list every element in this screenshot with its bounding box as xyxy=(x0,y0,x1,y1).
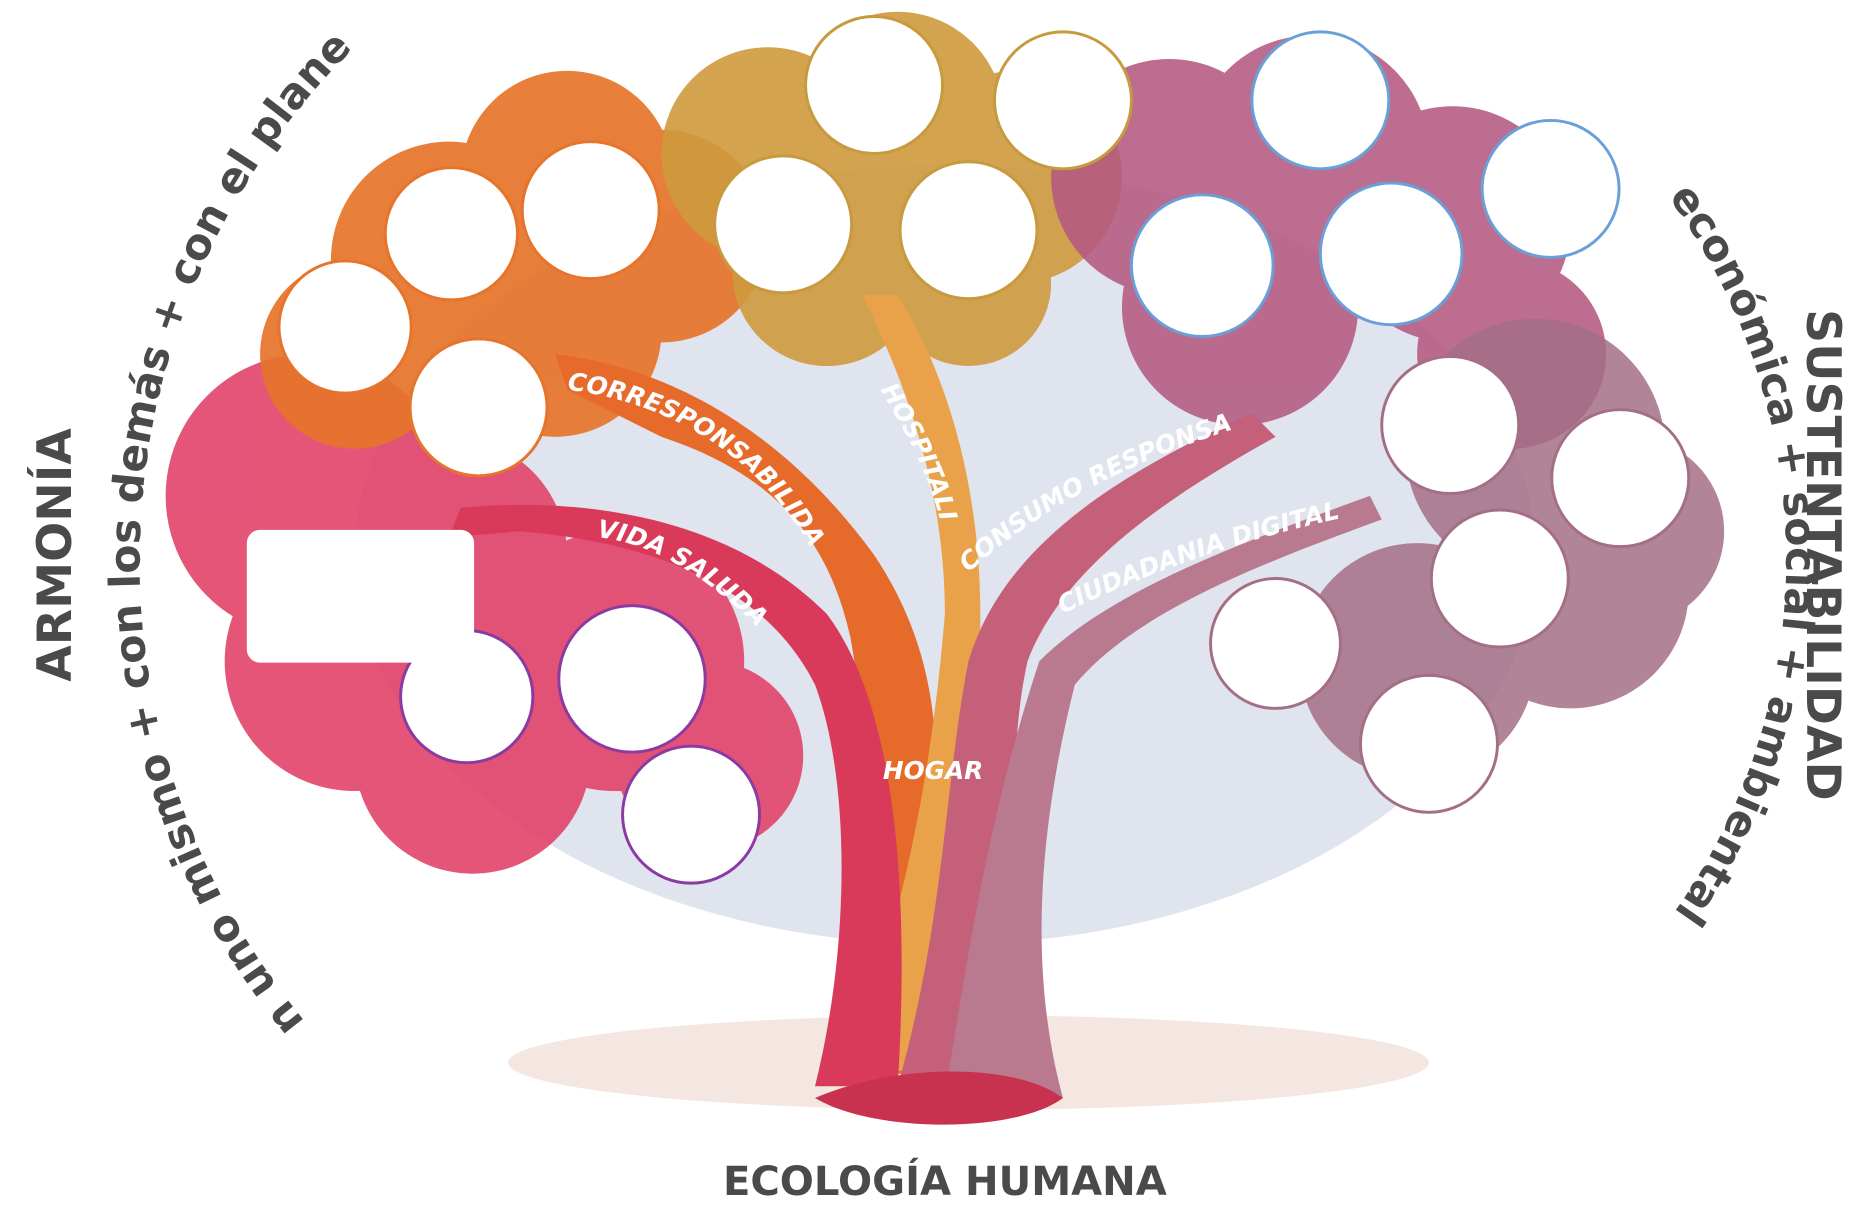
footer-title: ECOLOGÍA HUMANA xyxy=(723,1157,1167,1205)
left-title: ARMONÍA xyxy=(26,428,83,682)
tree-infographic: ARMONÍA con uno mismo + con los demás + … xyxy=(0,0,1852,1209)
trunk-label: HOGAR xyxy=(883,756,983,785)
